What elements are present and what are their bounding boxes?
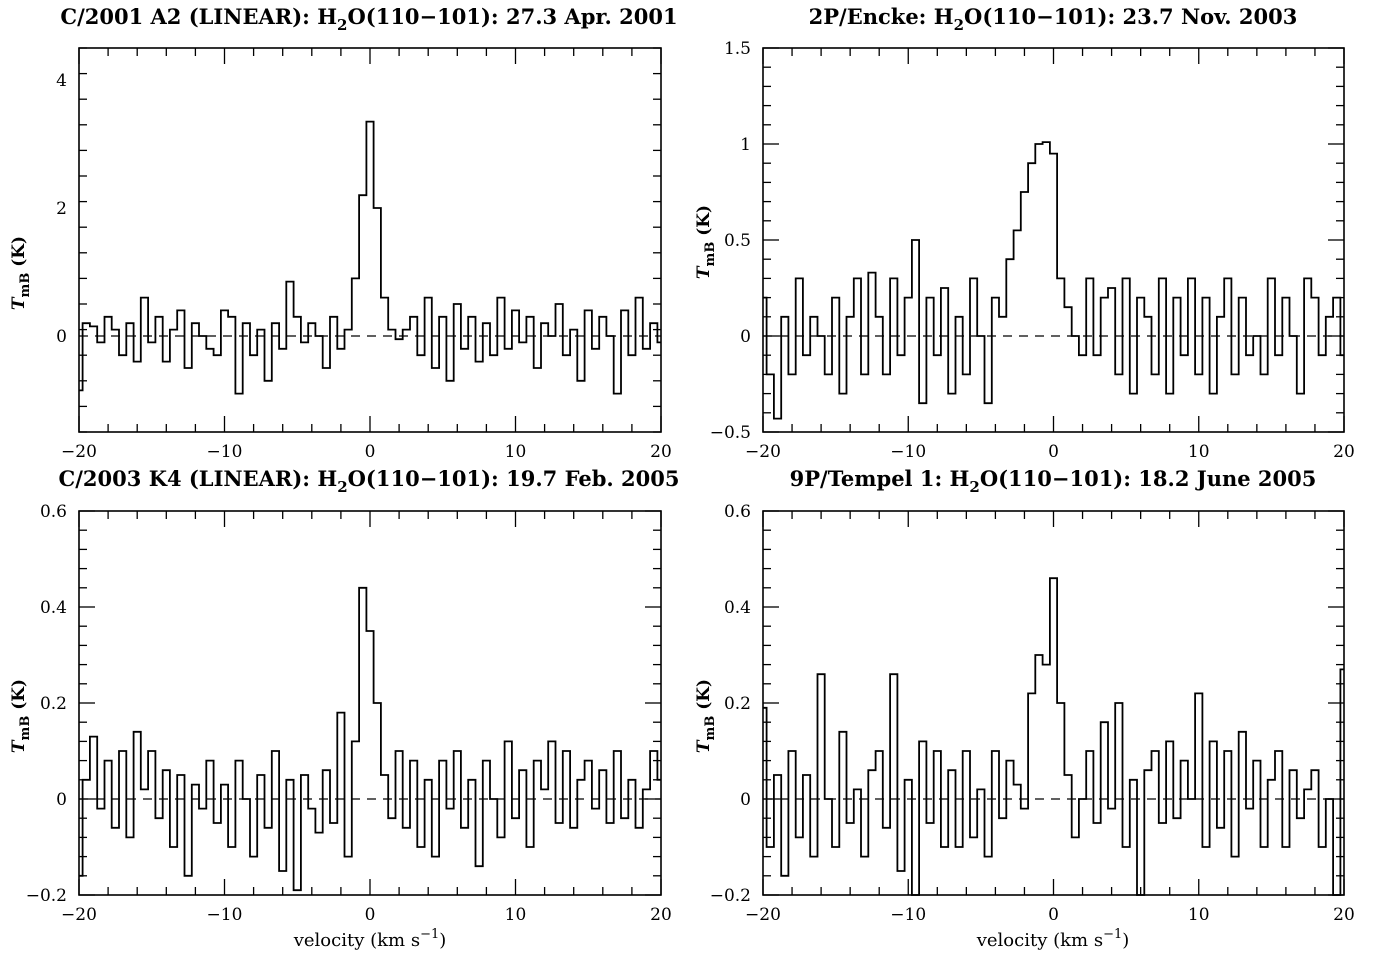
plot-frame xyxy=(78,510,662,896)
y-tick-label: 0.6 xyxy=(724,502,751,522)
y-tick-label: 4 xyxy=(56,71,67,91)
x-tick-label: −10 xyxy=(207,905,243,925)
panel-title: 9P/Tempel 1: H2O(110−101): 18.2 June 200… xyxy=(790,466,1317,496)
x-tick-label: 20 xyxy=(1333,905,1355,925)
spectrum-line xyxy=(763,141,1344,420)
x-tick-label: −20 xyxy=(61,905,97,925)
y-tick-label: 0.4 xyxy=(40,598,67,618)
x-tick-label: −10 xyxy=(207,442,243,462)
x-axis-label: velocity (km s−1) xyxy=(976,927,1130,951)
y-axis-label: TmB (K) xyxy=(9,236,33,310)
plot-frame xyxy=(78,47,662,433)
x-tick-label: −10 xyxy=(890,442,926,462)
panel-title: 2P/Encke: H2O(110−101): 23.7 Nov. 2003 xyxy=(809,4,1298,34)
panel-2p-encke: 2P/Encke: H2O(110−101): 23.7 Nov. 2003 T… xyxy=(694,4,1355,462)
y-axis-label: TmB (K) xyxy=(9,679,33,753)
x-tick-label: −20 xyxy=(745,905,781,925)
y-tick-label: 0.4 xyxy=(724,598,751,618)
panel-title: C/2001 A2 (LINEAR): H2O(110−101): 27.3 A… xyxy=(60,4,677,34)
y-axis-label: TmB (K) xyxy=(694,679,718,753)
y-tick-label: −0.2 xyxy=(26,886,67,906)
panel-title: C/2003 K4 (LINEAR): H2O(110−101): 19.7 F… xyxy=(59,466,680,496)
x-tick-label: 10 xyxy=(1188,442,1210,462)
y-tick-label: 0.6 xyxy=(40,502,67,522)
x-tick-label: 20 xyxy=(650,442,672,462)
x-tick-label: −20 xyxy=(61,442,97,462)
x-tick-label: 10 xyxy=(505,442,527,462)
x-tick-label: 10 xyxy=(1188,905,1210,925)
y-tick-label: 0.2 xyxy=(724,694,751,714)
x-tick-label: 0 xyxy=(1048,905,1059,925)
spectrum-line xyxy=(79,586,661,892)
x-tick-label: 10 xyxy=(505,905,527,925)
panel-9p-tempel-1: 9P/Tempel 1: H2O(110−101): 18.2 June 200… xyxy=(694,466,1355,951)
y-tick-label: 2 xyxy=(56,199,67,219)
x-tick-label: 20 xyxy=(650,905,672,925)
y-tick-label: 0 xyxy=(56,790,67,810)
x-tick-label: −20 xyxy=(745,442,781,462)
spectrum-line xyxy=(79,120,661,395)
spectrum-line xyxy=(763,577,1344,896)
y-tick-label: 0 xyxy=(740,327,751,347)
x-axis-label: velocity (km s−1) xyxy=(293,927,447,951)
panel-c2001-a2: C/2001 A2 (LINEAR): H2O(110−101): 27.3 A… xyxy=(9,4,678,462)
x-tick-label: 0 xyxy=(1048,442,1059,462)
y-tick-label: 1.5 xyxy=(724,39,751,59)
y-tick-label: 0.5 xyxy=(724,231,751,251)
panel-c2003-k4: C/2003 K4 (LINEAR): H2O(110−101): 19.7 F… xyxy=(9,466,679,951)
y-axis-label: TmB (K) xyxy=(694,205,718,279)
y-tick-label: 1 xyxy=(740,135,751,155)
y-tick-label: 0 xyxy=(740,790,751,810)
x-tick-label: −10 xyxy=(890,905,926,925)
x-tick-label: 20 xyxy=(1333,442,1355,462)
x-tick-label: 0 xyxy=(365,442,376,462)
y-tick-label: 0.2 xyxy=(40,694,67,714)
plot-frame xyxy=(762,47,1345,433)
x-tick-label: 0 xyxy=(365,905,376,925)
y-tick-label: 0 xyxy=(56,327,67,347)
plot-frame xyxy=(762,510,1345,896)
y-tick-label: −0.2 xyxy=(710,886,751,906)
y-tick-label: −0.5 xyxy=(710,423,751,443)
